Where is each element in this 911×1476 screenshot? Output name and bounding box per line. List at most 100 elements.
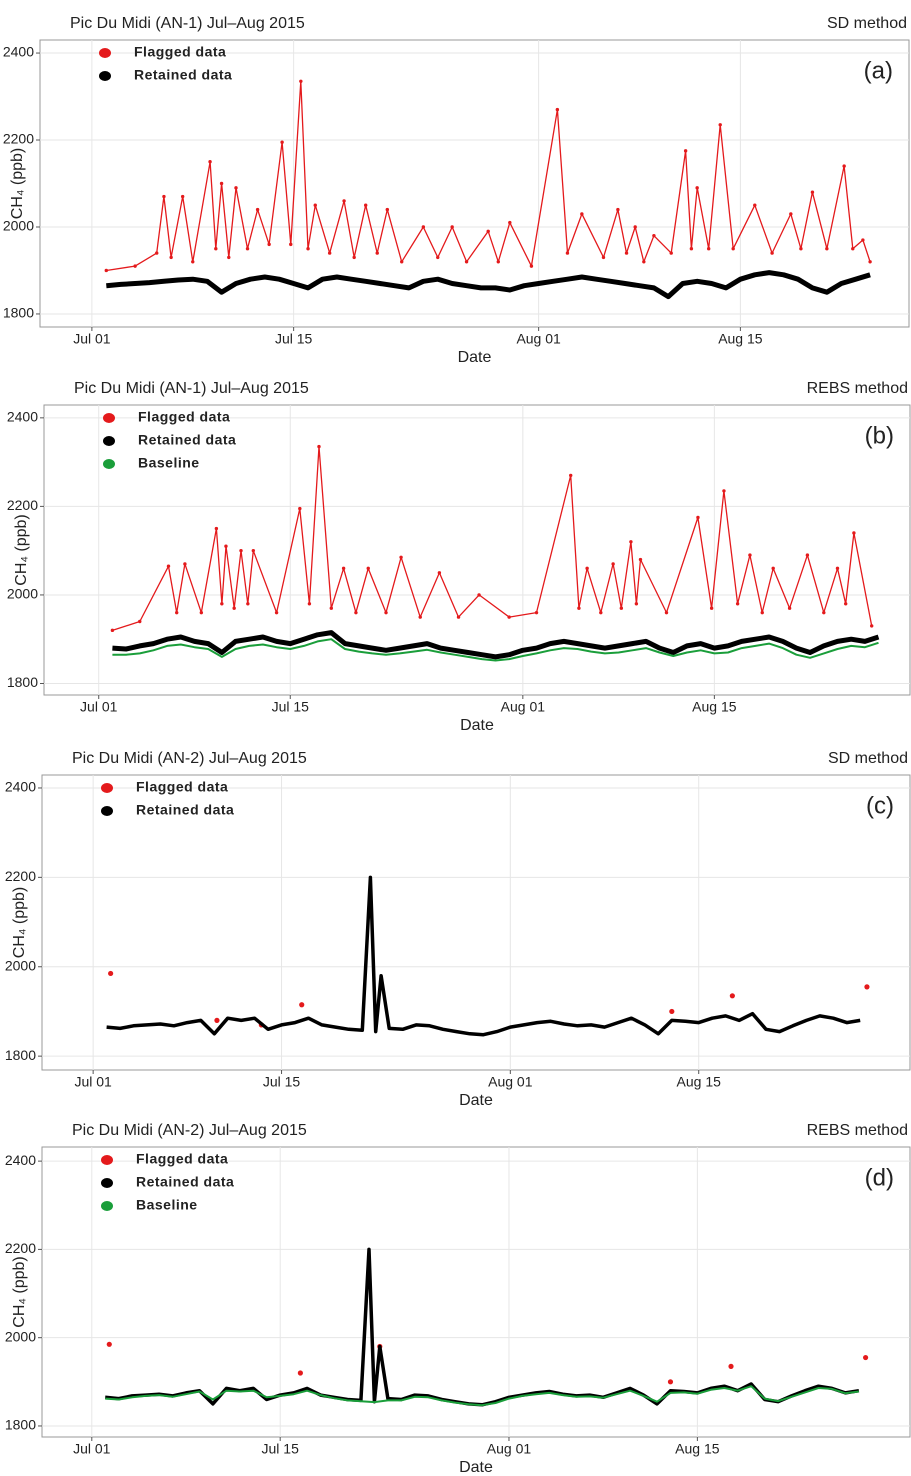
legend-label: Retained data bbox=[138, 432, 236, 448]
x-tick-label: Jul 15 bbox=[262, 1441, 300, 1457]
data-point bbox=[534, 610, 539, 615]
data-point bbox=[706, 247, 711, 251]
data-point bbox=[869, 624, 874, 628]
data-point bbox=[352, 255, 356, 260]
data-point bbox=[227, 255, 231, 260]
legend-marker bbox=[99, 71, 111, 81]
legend-marker bbox=[101, 783, 113, 793]
data-point bbox=[183, 562, 187, 566]
data-point bbox=[664, 610, 669, 615]
legend-label: Flagged data bbox=[134, 44, 226, 60]
method-label: SD method bbox=[828, 750, 908, 767]
data-point bbox=[633, 225, 637, 229]
data-point bbox=[731, 247, 735, 251]
legend-marker bbox=[99, 48, 111, 58]
data-point bbox=[569, 473, 573, 478]
data-point bbox=[868, 260, 872, 264]
data-point bbox=[341, 566, 346, 571]
data-point bbox=[585, 566, 589, 571]
data-point bbox=[169, 255, 173, 260]
data-point bbox=[683, 149, 688, 153]
data-point bbox=[400, 260, 404, 264]
data-point bbox=[601, 255, 606, 260]
series-line bbox=[106, 270, 871, 300]
chart-title: Pic Du Midi (AN-1) Jul–Aug 2015 bbox=[74, 380, 309, 397]
legend-marker bbox=[101, 1155, 113, 1165]
data-point bbox=[299, 1002, 305, 1008]
data-point bbox=[852, 531, 856, 535]
data-point bbox=[104, 268, 108, 273]
data-point bbox=[436, 255, 440, 260]
y-tick-label: 1800 bbox=[3, 305, 34, 321]
data-point bbox=[667, 1379, 674, 1385]
data-point bbox=[166, 564, 171, 568]
data-point bbox=[861, 238, 865, 242]
data-point bbox=[313, 203, 317, 207]
method-label: REBS method bbox=[807, 1122, 908, 1139]
data-point bbox=[634, 602, 639, 606]
legend-label: Retained data bbox=[136, 802, 234, 818]
data-point bbox=[255, 207, 260, 212]
data-point bbox=[629, 540, 633, 544]
y-tick-label: 1800 bbox=[5, 1047, 36, 1063]
data-point bbox=[616, 207, 620, 212]
x-axis-label: Date bbox=[459, 1459, 493, 1476]
series-line bbox=[105, 1385, 860, 1407]
y-tick-label: 2400 bbox=[7, 409, 38, 425]
y-tick-label: 2000 bbox=[3, 218, 34, 234]
data-point bbox=[375, 251, 379, 255]
data-point bbox=[110, 628, 115, 633]
data-point bbox=[306, 247, 310, 251]
x-tick-label: Aug 01 bbox=[516, 331, 561, 347]
legend-label: Flagged data bbox=[136, 1151, 228, 1167]
panel-label: (b) bbox=[865, 422, 894, 449]
y-axis-label: CH₄ (ppb) bbox=[11, 887, 28, 958]
data-point bbox=[864, 984, 870, 990]
y-tick-label: 2200 bbox=[5, 868, 36, 884]
data-point bbox=[565, 251, 570, 255]
panel-label: (a) bbox=[864, 57, 893, 84]
legend-marker bbox=[101, 1178, 113, 1188]
data-point bbox=[529, 264, 534, 268]
x-tick-label: Aug 15 bbox=[692, 699, 737, 715]
data-point bbox=[399, 555, 403, 560]
data-point bbox=[180, 194, 185, 199]
data-point bbox=[232, 606, 236, 610]
x-tick-label: Aug 01 bbox=[501, 699, 546, 715]
data-point bbox=[299, 79, 303, 84]
legend-label: Baseline bbox=[138, 455, 200, 471]
data-point bbox=[234, 186, 238, 190]
data-point bbox=[385, 207, 390, 212]
legend-marker bbox=[103, 413, 115, 423]
data-point bbox=[214, 247, 218, 251]
legend-label: Retained data bbox=[136, 1174, 234, 1190]
data-point bbox=[342, 199, 346, 203]
data-point bbox=[642, 260, 646, 264]
data-point bbox=[695, 186, 699, 190]
data-point bbox=[638, 557, 643, 562]
data-point bbox=[842, 164, 846, 168]
data-point bbox=[297, 1370, 303, 1376]
data-point bbox=[108, 970, 114, 977]
legend-marker bbox=[103, 436, 115, 446]
data-point bbox=[496, 260, 500, 264]
data-point bbox=[363, 203, 368, 207]
x-tick-label: Jul 01 bbox=[73, 331, 111, 347]
y-tick-label: 2000 bbox=[5, 957, 36, 973]
data-point bbox=[329, 606, 333, 610]
method-label: SD method bbox=[827, 15, 907, 32]
data-point bbox=[669, 1008, 675, 1015]
data-point bbox=[224, 544, 228, 548]
y-axis-label: CH₄ (ppb) bbox=[11, 1256, 28, 1327]
x-axis-label: Date bbox=[458, 349, 492, 366]
y-tick-label: 2000 bbox=[7, 586, 38, 602]
series-line bbox=[112, 638, 879, 662]
data-point bbox=[437, 571, 442, 575]
legend-label: Flagged data bbox=[136, 779, 228, 795]
data-point bbox=[728, 1363, 734, 1369]
data-point bbox=[735, 602, 740, 606]
data-point bbox=[421, 225, 426, 229]
data-point bbox=[753, 203, 757, 207]
data-point bbox=[624, 251, 629, 255]
x-tick-label: Jul 01 bbox=[73, 1441, 111, 1457]
